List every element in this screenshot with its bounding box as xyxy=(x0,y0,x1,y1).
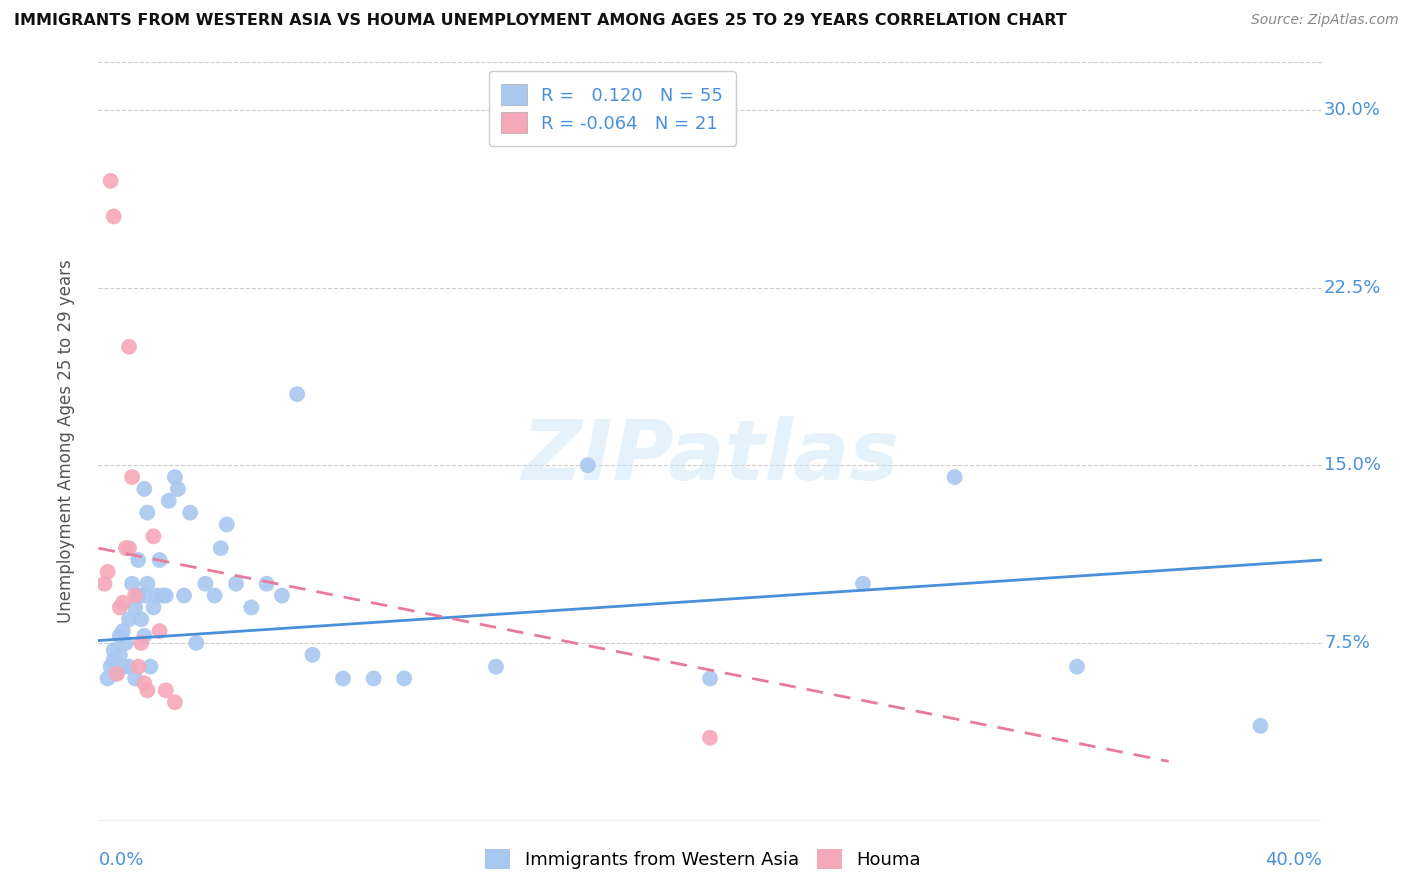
Point xyxy=(142,600,165,615)
Point xyxy=(111,659,134,673)
Point xyxy=(699,672,721,686)
Point xyxy=(167,482,190,496)
Text: IMMIGRANTS FROM WESTERN ASIA VS HOUMA UNEMPLOYMENT AMONG AGES 25 TO 29 YEARS COR: IMMIGRANTS FROM WESTERN ASIA VS HOUMA UN… xyxy=(14,13,1067,29)
Point xyxy=(118,541,141,556)
Point xyxy=(157,493,180,508)
Point xyxy=(155,589,177,603)
Point xyxy=(93,576,115,591)
Point xyxy=(149,553,172,567)
Point xyxy=(124,589,146,603)
Point xyxy=(103,652,125,666)
Point xyxy=(108,629,131,643)
Point xyxy=(149,624,172,639)
Point xyxy=(163,695,186,709)
Point xyxy=(215,517,238,532)
Legend: Immigrants from Western Asia, Houma: Immigrants from Western Asia, Houma xyxy=(475,839,931,879)
Text: ZIPatlas: ZIPatlas xyxy=(522,417,898,497)
Point xyxy=(163,470,186,484)
Point xyxy=(194,576,217,591)
Point xyxy=(134,676,156,690)
Point xyxy=(111,596,134,610)
Point xyxy=(152,589,174,603)
Point xyxy=(576,458,599,473)
Point xyxy=(392,672,416,686)
Point xyxy=(332,672,354,686)
Point xyxy=(108,600,131,615)
Point xyxy=(301,648,323,662)
Point xyxy=(139,659,162,673)
Point xyxy=(124,672,146,686)
Point xyxy=(97,565,120,579)
Point xyxy=(108,648,131,662)
Point xyxy=(97,672,120,686)
Point xyxy=(134,629,156,643)
Point xyxy=(136,506,159,520)
Text: 15.0%: 15.0% xyxy=(1324,456,1381,475)
Point xyxy=(285,387,308,401)
Point xyxy=(256,576,278,591)
Point xyxy=(118,340,141,354)
Point xyxy=(270,589,292,603)
Point xyxy=(145,589,167,603)
Point xyxy=(136,576,159,591)
Point xyxy=(121,576,143,591)
Legend: R =   0.120   N = 55, R = -0.064   N = 21: R = 0.120 N = 55, R = -0.064 N = 21 xyxy=(489,71,735,145)
Point xyxy=(134,589,156,603)
Y-axis label: Unemployment Among Ages 25 to 29 years: Unemployment Among Ages 25 to 29 years xyxy=(56,260,75,624)
Point xyxy=(100,174,122,188)
Point xyxy=(1066,659,1088,673)
Point xyxy=(103,643,125,657)
Point xyxy=(699,731,721,745)
Point xyxy=(485,659,508,673)
Point xyxy=(111,624,134,639)
Text: 30.0%: 30.0% xyxy=(1324,101,1381,119)
Text: Source: ZipAtlas.com: Source: ZipAtlas.com xyxy=(1251,13,1399,28)
Point xyxy=(105,666,128,681)
Point xyxy=(852,576,875,591)
Point xyxy=(115,636,138,650)
Point xyxy=(121,470,143,484)
Point xyxy=(124,600,146,615)
Point xyxy=(225,576,247,591)
Point xyxy=(127,589,149,603)
Point xyxy=(179,506,201,520)
Point xyxy=(943,470,966,484)
Point xyxy=(142,529,165,543)
Point xyxy=(115,541,138,556)
Point xyxy=(186,636,208,650)
Point xyxy=(209,541,232,556)
Text: 22.5%: 22.5% xyxy=(1324,278,1382,296)
Text: 0.0%: 0.0% xyxy=(98,851,143,869)
Text: 40.0%: 40.0% xyxy=(1265,851,1322,869)
Point xyxy=(1249,719,1271,733)
Point xyxy=(240,600,263,615)
Point xyxy=(155,683,177,698)
Point xyxy=(204,589,226,603)
Point xyxy=(100,659,122,673)
Text: 7.5%: 7.5% xyxy=(1324,634,1369,652)
Point xyxy=(134,482,156,496)
Point xyxy=(129,636,152,650)
Point xyxy=(173,589,195,603)
Point xyxy=(105,666,128,681)
Point xyxy=(363,672,385,686)
Point xyxy=(118,659,141,673)
Point xyxy=(129,612,152,626)
Point xyxy=(127,659,149,673)
Point xyxy=(118,612,141,626)
Point xyxy=(127,553,149,567)
Point xyxy=(103,210,125,224)
Point xyxy=(136,683,159,698)
